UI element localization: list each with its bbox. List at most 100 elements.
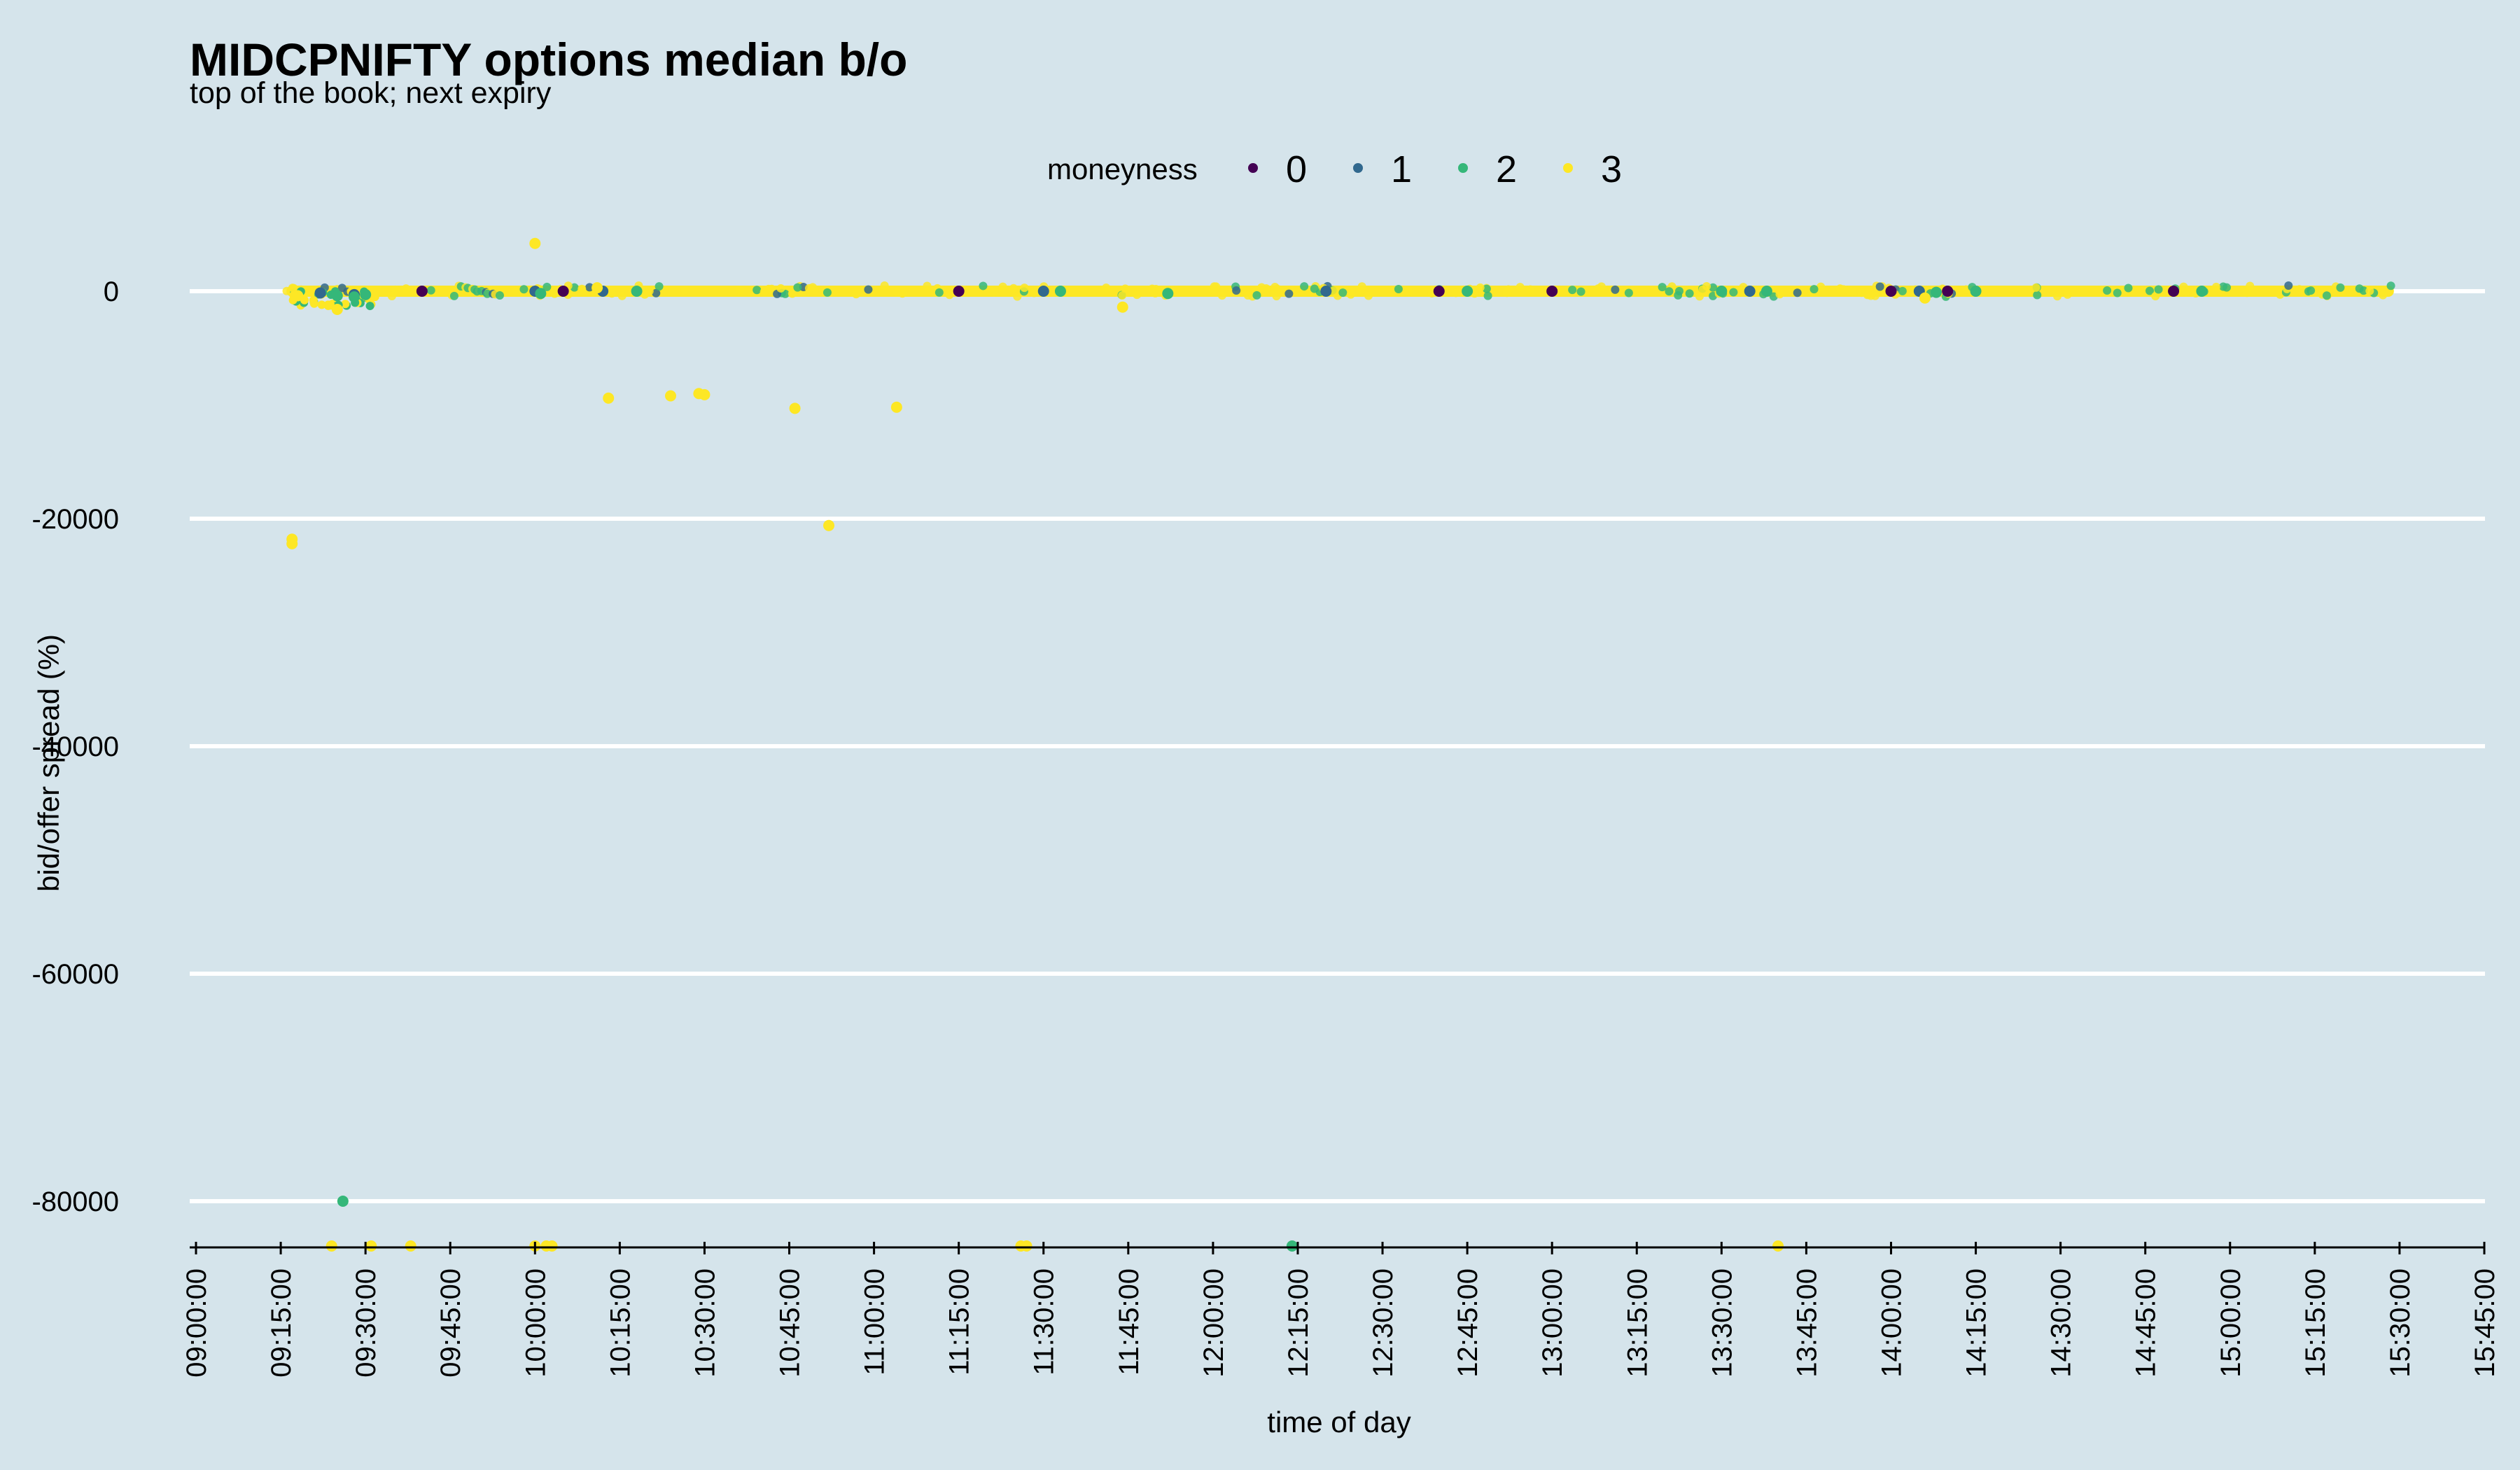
x-tick-label: 13:15:00 bbox=[1622, 1268, 1653, 1378]
band-point bbox=[822, 288, 832, 297]
chart-title: MIDCPNIFTY options median b/o bbox=[190, 34, 907, 85]
data-point bbox=[286, 538, 298, 550]
band-point bbox=[2365, 286, 2374, 295]
band-point bbox=[2246, 281, 2255, 290]
band-point bbox=[1310, 284, 1319, 293]
band-point bbox=[1482, 284, 1491, 293]
legend-key-3 bbox=[1563, 163, 1573, 173]
band-point bbox=[585, 283, 594, 292]
band-point bbox=[793, 283, 802, 292]
band-point bbox=[788, 289, 797, 298]
band-point bbox=[323, 301, 332, 310]
band-point bbox=[391, 285, 400, 294]
data-point bbox=[337, 1196, 349, 1207]
x-tick-label: 15:00:00 bbox=[2216, 1268, 2246, 1378]
data-point bbox=[1433, 286, 1445, 297]
data-point bbox=[603, 392, 615, 404]
legend-label-0: 0 bbox=[1286, 148, 1307, 190]
band-point bbox=[1675, 286, 1684, 295]
band-point bbox=[608, 289, 617, 298]
band-point bbox=[1118, 290, 1127, 300]
band-point bbox=[2151, 292, 2160, 301]
x-tick-label: 11:00:00 bbox=[860, 1268, 890, 1376]
x-tick-label: 12:30:00 bbox=[1368, 1268, 1399, 1378]
band-point bbox=[2031, 283, 2040, 292]
band-point bbox=[1866, 291, 1875, 300]
band-point bbox=[923, 281, 932, 290]
chart-subtitle: top of the book; next expiry bbox=[190, 76, 552, 110]
band-point bbox=[1729, 288, 1738, 297]
band-point bbox=[1357, 286, 1366, 295]
y-tick-label: -60000 bbox=[31, 959, 119, 990]
band-point bbox=[1875, 282, 1884, 291]
band-point bbox=[1020, 284, 1029, 293]
data-point bbox=[331, 304, 343, 315]
band-point bbox=[341, 300, 350, 309]
y-tick-label: -80000 bbox=[31, 1186, 119, 1217]
band-point bbox=[2145, 286, 2154, 295]
band-point bbox=[1210, 282, 1219, 291]
band-point bbox=[542, 282, 552, 291]
data-point bbox=[1942, 286, 1954, 297]
band-point bbox=[1476, 283, 1485, 292]
band-point bbox=[1009, 284, 1018, 293]
band-point bbox=[1809, 285, 1819, 294]
band-point bbox=[2222, 283, 2231, 292]
band-point bbox=[449, 291, 458, 300]
x-axis bbox=[190, 1242, 2486, 1254]
band-point bbox=[1451, 288, 1460, 298]
data-point bbox=[365, 1240, 377, 1252]
band-point bbox=[989, 287, 998, 296]
band-point bbox=[1284, 289, 1294, 298]
data-point bbox=[1162, 288, 1174, 300]
band-point bbox=[1516, 283, 1525, 292]
band-point bbox=[2295, 285, 2304, 294]
band-point bbox=[1346, 290, 1355, 299]
x-tick-label: 10:15:00 bbox=[605, 1268, 636, 1378]
x-tick-label: 13:30:00 bbox=[1707, 1268, 1737, 1378]
band-point bbox=[2103, 286, 2112, 295]
band-point bbox=[864, 285, 873, 294]
data-point bbox=[405, 1240, 416, 1252]
data-point bbox=[314, 287, 326, 299]
band-point bbox=[550, 289, 559, 298]
band-point bbox=[519, 285, 528, 294]
data-point bbox=[890, 401, 902, 413]
band-point bbox=[808, 283, 818, 292]
band-point bbox=[2124, 284, 2133, 293]
x-axis-tick-labels: 09:00:00 09:15:00 09:30:00 09:45:00 10:00:00… bbox=[181, 1268, 2500, 1378]
band-point bbox=[2322, 291, 2331, 300]
x-tick-label: 12:00:00 bbox=[1198, 1268, 1229, 1378]
band-point bbox=[652, 288, 661, 298]
band-point bbox=[512, 286, 521, 295]
legend-label-1: 1 bbox=[1391, 148, 1412, 190]
data-point bbox=[529, 237, 541, 249]
data-point bbox=[1970, 286, 1982, 297]
data-point bbox=[416, 286, 428, 297]
band-point bbox=[852, 290, 861, 299]
data-point bbox=[699, 388, 710, 400]
x-tick-label: 10:45:00 bbox=[775, 1268, 806, 1378]
data-point bbox=[1885, 286, 1897, 297]
band-point bbox=[1611, 285, 1620, 294]
band-point bbox=[979, 281, 988, 290]
data-point bbox=[1919, 292, 1931, 304]
data-point bbox=[592, 282, 603, 294]
band-point bbox=[1658, 283, 1667, 292]
data-point bbox=[953, 286, 965, 297]
data-point bbox=[535, 288, 547, 300]
band-point bbox=[387, 292, 396, 301]
band-point bbox=[1102, 283, 1111, 292]
x-tick-label: 15:30:00 bbox=[2385, 1268, 2416, 1378]
data-point bbox=[823, 519, 835, 531]
x-tick-label: 14:45:00 bbox=[2131, 1268, 2162, 1378]
data-point bbox=[1116, 301, 1128, 313]
band-point bbox=[2154, 285, 2163, 294]
x-tick-label: 14:30:00 bbox=[2046, 1268, 2077, 1378]
data-point bbox=[1760, 286, 1772, 297]
band-point bbox=[1775, 290, 1784, 299]
data-point bbox=[1772, 1240, 1784, 1252]
band-point bbox=[1261, 284, 1270, 293]
data-point bbox=[665, 390, 677, 402]
band-point bbox=[365, 302, 374, 311]
